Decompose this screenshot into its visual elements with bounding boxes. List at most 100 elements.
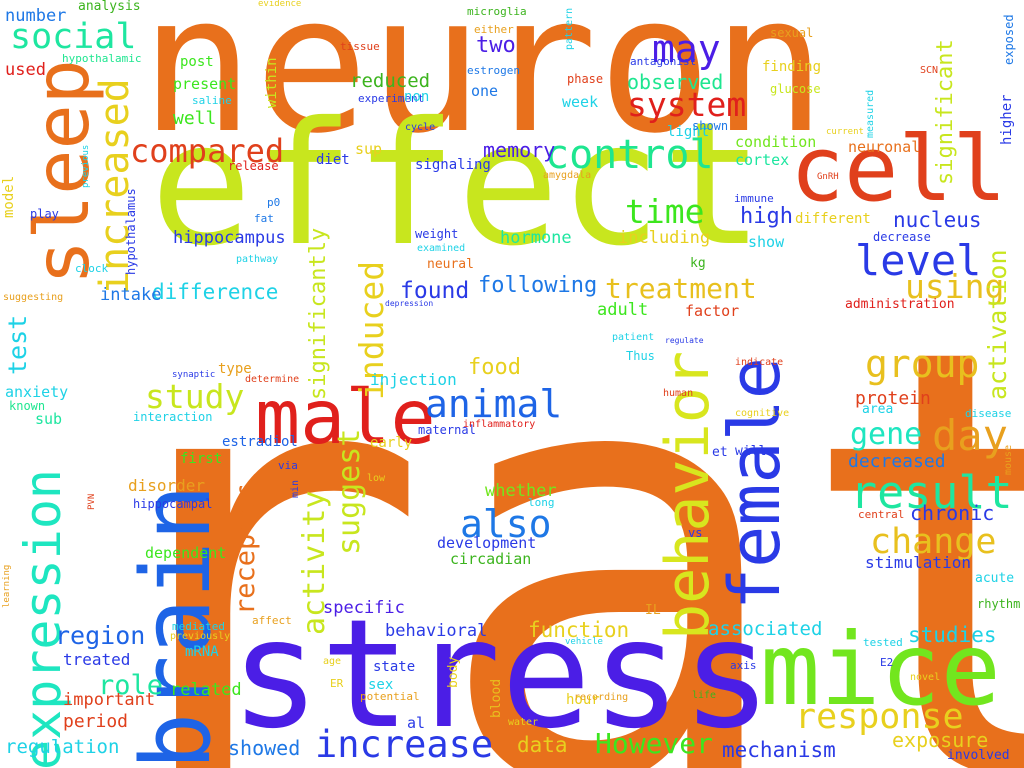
word-disease: disease <box>965 407 1012 420</box>
word-injection: injection <box>370 370 457 389</box>
word-memory: memory <box>483 138 556 162</box>
word-either: either <box>474 23 514 36</box>
word-light: light <box>667 124 710 140</box>
word-previously: previously <box>170 631 231 642</box>
word-sex: sex <box>368 677 394 693</box>
word-using: using <box>905 267 1005 306</box>
word-vehicle: vehicle <box>565 637 603 647</box>
word-weight: weight <box>415 227 459 241</box>
word-patient: patient <box>612 332 655 343</box>
word-analysis: analysis <box>78 0 141 14</box>
word-p0: p0 <box>267 196 281 209</box>
word-mrna: mRNA <box>185 644 219 660</box>
word-sup: sup <box>355 140 383 158</box>
word-area: area <box>862 402 894 417</box>
word-cognitive: cognitive <box>735 408 790 419</box>
word-potential: potential <box>360 690 420 703</box>
word-significant: significant <box>933 39 958 185</box>
word-glucose: glucose <box>770 82 821 96</box>
word-interaction: interaction <box>133 410 213 424</box>
word-including: including <box>618 228 711 248</box>
word-human: human <box>663 388 694 399</box>
word-stress: stress <box>230 588 772 762</box>
word-role: role <box>98 670 164 701</box>
word-control: control <box>545 132 714 178</box>
word-hippocampus: hippocampus <box>173 228 286 248</box>
word-state: state <box>373 659 416 675</box>
word-may: may <box>652 27 721 71</box>
word-post: post <box>180 54 214 70</box>
word-evidence: evidence <box>258 0 302 9</box>
word-vs: vs <box>688 526 703 540</box>
word-specific: specific <box>323 598 405 618</box>
word-measured: measured <box>865 89 876 138</box>
word-al: al <box>407 714 426 732</box>
word-hour: hour <box>566 692 600 708</box>
word-mediated: mediated <box>172 620 225 633</box>
word-maternal: maternal <box>418 423 476 437</box>
word-affect: affect <box>252 614 292 627</box>
word-decreased: decreased <box>848 451 946 472</box>
word-saline: saline <box>192 94 232 107</box>
word-increase: increase <box>315 723 494 766</box>
word-type: type <box>218 361 252 377</box>
word-related: related <box>170 680 242 700</box>
word-finding: finding <box>762 59 822 75</box>
word-hormone: hormone <box>500 228 572 248</box>
word-hypothalamus: hypothalamus <box>124 188 138 275</box>
word-time: time <box>625 192 705 231</box>
word-et: et <box>712 445 728 460</box>
word-regulate: regulate <box>665 336 704 345</box>
word-pvn: PVN <box>87 493 97 510</box>
word-inflammatory: inflammatory <box>463 419 536 430</box>
word-expression: expression <box>14 468 72 768</box>
word-clock: clock <box>75 262 109 275</box>
word-anxiety: anxiety <box>5 383 69 401</box>
word-sexual: sexual <box>770 26 814 40</box>
word-receptor: receptor <box>230 484 261 615</box>
word-number: number <box>5 6 67 26</box>
word-system: system <box>627 85 747 124</box>
word-indicate: indicate <box>735 357 784 368</box>
word-dependent: dependent <box>145 544 227 562</box>
word-neural: neural <box>427 257 474 272</box>
word-estradiol: estradiol <box>222 434 298 450</box>
word-female: female <box>714 357 796 610</box>
word-following: following <box>478 273 598 298</box>
word-phase: phase <box>567 72 604 86</box>
word-mouse: mouse <box>1003 444 1014 475</box>
word-however: However <box>595 727 714 760</box>
word-first: first <box>180 451 223 467</box>
word-chronic: chronic <box>910 501 995 525</box>
word-determine: determine <box>245 374 300 385</box>
word-il: IL <box>645 603 661 618</box>
word-rhythm: rhythm <box>977 597 1021 611</box>
word-male: male <box>255 373 436 461</box>
word-signaling: signaling <box>415 157 491 173</box>
word-higher: higher <box>999 94 1015 145</box>
word-thus: Thus <box>626 349 655 363</box>
word-estrogen: estrogen <box>467 64 520 77</box>
word-stimulation: stimulation <box>865 553 971 572</box>
word-associated: associated <box>708 618 823 640</box>
word-early: early <box>370 435 413 451</box>
word-disorder: disorder <box>128 476 206 495</box>
word-suggesting: suggesting <box>3 292 64 303</box>
word-scn: SCN <box>920 65 939 76</box>
word-microglia: microglia <box>467 5 527 18</box>
word-water: water <box>508 717 539 728</box>
word-blood: blood <box>489 678 504 718</box>
word-two: two <box>476 33 516 58</box>
word-group: group <box>865 342 980 386</box>
word-different: different <box>795 211 871 227</box>
word-observed: observed <box>627 70 724 94</box>
word-cell: cell <box>790 117 1007 222</box>
word-suggest: suggest <box>332 428 367 555</box>
word-protein: protein <box>855 388 931 409</box>
word-showed: showed <box>228 736 301 760</box>
word-present: present <box>173 75 237 93</box>
word-fat: fat <box>254 212 274 225</box>
word-cycle: cycle <box>405 122 436 133</box>
word-one: one <box>471 82 499 100</box>
